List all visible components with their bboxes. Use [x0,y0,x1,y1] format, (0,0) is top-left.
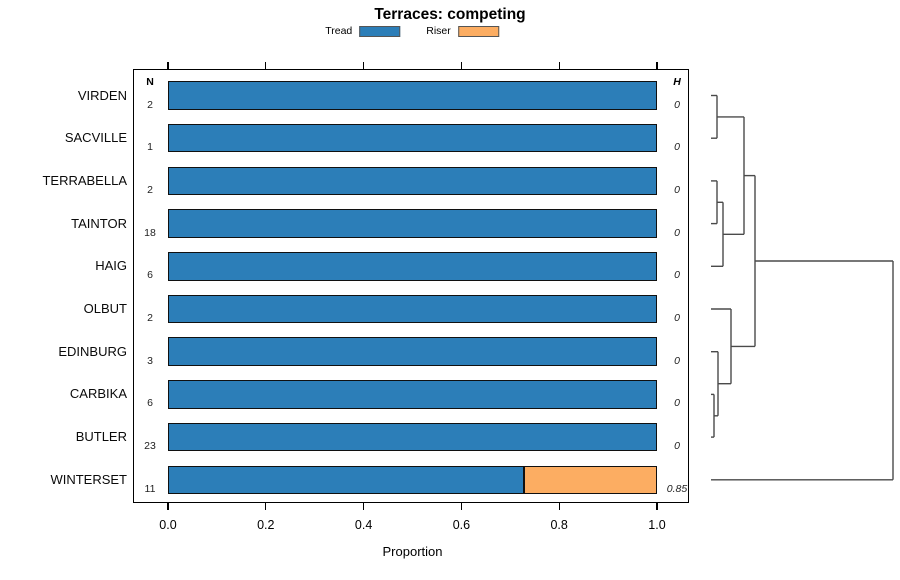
n-column-header: N [146,76,154,88]
x-tick-top [656,62,658,69]
row-label: TAINTOR [71,215,127,231]
n-value: 2 [147,183,153,196]
x-tick-top [363,62,365,69]
row-label: EDINBURG [58,343,127,359]
h-value: 0 [674,312,680,324]
bar-segment-tread [168,294,657,324]
x-tick-label: 0.6 [452,518,471,532]
x-tick-bottom [656,503,658,510]
row-label: SACVILLE [64,130,127,146]
row-label: VIRDEN [77,87,127,103]
n-value: 11 [144,482,156,495]
n-value: 6 [147,269,153,282]
h-value: 0 [674,354,680,367]
legend-item: Tread [325,25,401,37]
x-tick-bottom [460,503,463,510]
h-value: 0 [674,141,680,154]
x-tick-label: 0.2 [257,518,275,532]
h-value: 0 [674,98,680,111]
x-tick-bottom [558,503,560,510]
h-value: 0 [674,226,680,239]
bar-segment-tread [168,380,657,409]
n-value: 2 [147,98,153,111]
n-value: 3 [147,354,153,367]
x-tick-label: 1.0 [648,518,666,532]
bar-segment-tread [168,337,657,366]
bar-segment-tread [168,252,657,281]
plot-area [133,69,689,503]
row-label: HAIG [95,258,127,274]
x-tick-bottom [265,503,267,510]
x-tick-top [167,62,169,69]
bar-segment-tread [168,166,657,196]
row-label: CARBIKA [69,386,127,402]
row-label: WINTERSET [50,471,127,487]
bar-segment-riser [523,465,657,495]
x-tick-top [558,62,560,69]
legend: Tread Riser [325,25,499,37]
h-value: 0.85 [666,482,688,495]
row-label: TERRABELLA [42,172,127,188]
n-value: 6 [147,397,153,410]
x-tick-bottom [363,503,365,510]
x-tick-label: 0.8 [550,518,568,532]
row-label: OLBUT [83,301,127,316]
x-tick-label: 0.0 [159,518,177,532]
h-value: 0 [674,183,680,196]
n-value: 18 [144,226,156,239]
legend-item: Riser [426,25,499,37]
bar-segment-tread [168,123,657,153]
h-column-header: H [673,76,681,88]
bar-segment-tread [168,209,657,238]
x-axis-label: Proportion [382,544,443,559]
n-value: 1 [147,141,153,154]
h-value: 0 [674,269,680,282]
legend-label: Tread [325,25,353,37]
n-value: 2 [147,312,153,324]
bar-segment-tread [168,422,657,452]
h-value: 0 [674,440,680,453]
bar-segment-tread [168,81,657,110]
x-tick-label: 0.4 [354,518,373,532]
legend-swatch [457,25,499,37]
legend-label: Riser [426,25,451,37]
x-tick-top [265,62,267,69]
x-tick-top [460,62,463,69]
row-label: BUTLER [75,429,127,445]
legend-swatch [359,25,401,37]
x-tick-bottom [167,503,169,510]
bar-segment-tread [168,465,524,495]
chart-title: Terraces: competing [374,6,526,23]
h-value: 0 [674,397,680,410]
n-value: 23 [144,440,156,453]
